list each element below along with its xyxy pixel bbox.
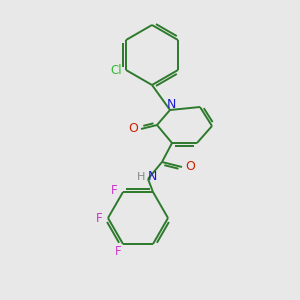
Text: N: N (166, 98, 176, 112)
Text: H: H (137, 172, 145, 182)
Text: O: O (128, 122, 138, 134)
Text: F: F (96, 212, 102, 224)
Text: N: N (147, 170, 157, 184)
Text: Cl: Cl (110, 64, 122, 76)
Text: F: F (115, 245, 121, 259)
Text: O: O (185, 160, 195, 172)
Text: F: F (111, 184, 117, 196)
